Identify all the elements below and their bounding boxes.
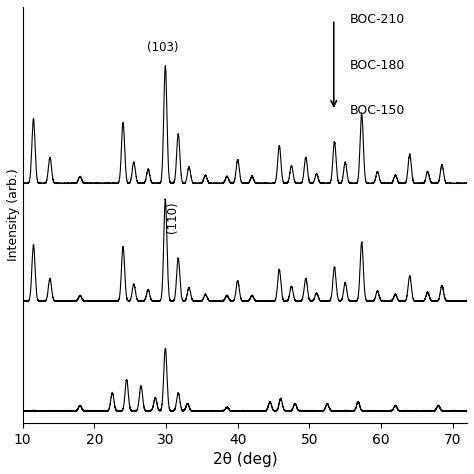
- Text: BOC-210: BOC-210: [349, 13, 404, 26]
- Text: BOC-150: BOC-150: [349, 104, 405, 118]
- Text: BOC-180: BOC-180: [349, 59, 405, 72]
- Y-axis label: Intensity (arb.): Intensity (arb.): [7, 168, 20, 261]
- Text: (110): (110): [166, 201, 179, 233]
- Text: (103): (103): [147, 41, 179, 55]
- X-axis label: 2θ (deg): 2θ (deg): [212, 452, 277, 467]
